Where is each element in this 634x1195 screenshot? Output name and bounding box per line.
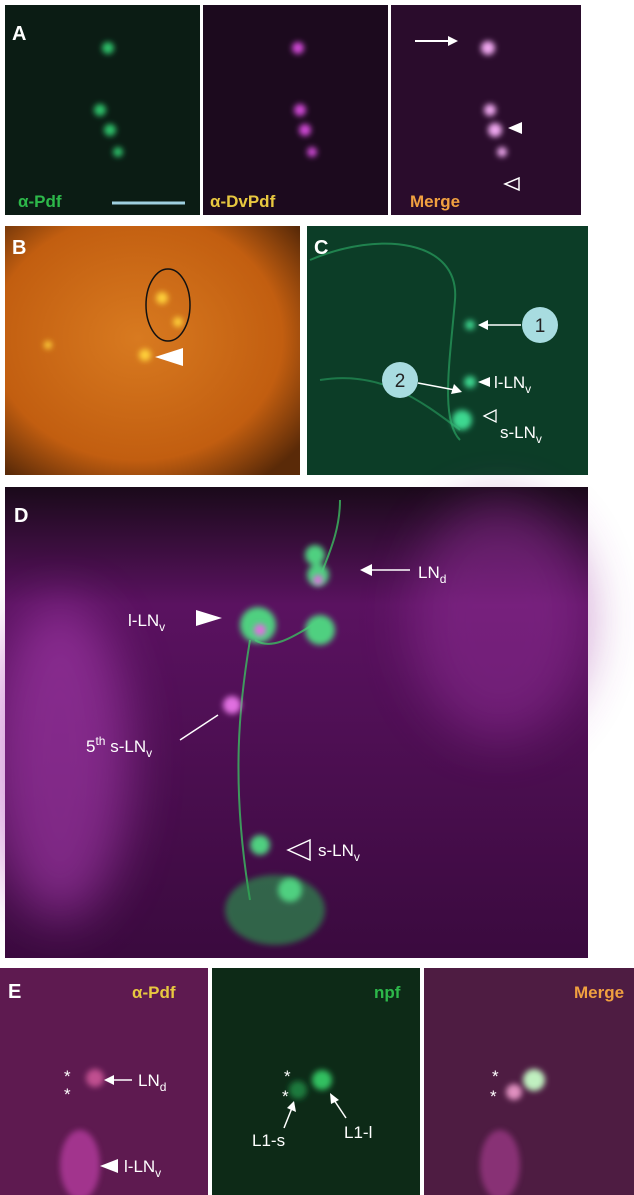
panel-label: D bbox=[14, 505, 28, 527]
asterisk: * bbox=[492, 1067, 499, 1086]
text-part: l-LN bbox=[128, 611, 159, 630]
caption: Merge bbox=[410, 192, 460, 211]
caption: α-DvPdf bbox=[210, 192, 276, 211]
text-part: v bbox=[525, 382, 531, 396]
caption: npf bbox=[374, 983, 401, 1002]
panel-b: B bbox=[5, 226, 300, 475]
panel-a: A α-Pdf α-DvPdf Merge bbox=[5, 5, 581, 215]
panel-c: 1 2 l-LNv s-LNv C bbox=[307, 226, 588, 475]
asterisk: * bbox=[490, 1087, 497, 1106]
panel-label: E bbox=[8, 981, 21, 1003]
text-part: v bbox=[536, 432, 542, 446]
text-part: LN bbox=[418, 563, 440, 582]
caption: Merge bbox=[574, 983, 624, 1002]
figure: A α-Pdf α-DvPdf Merge B 1 2 l-LNv s-LNv … bbox=[0, 0, 634, 1195]
panel-d: LNd l-LNv 5th s-LNv s-LNv D bbox=[0, 487, 590, 958]
text-part: v bbox=[159, 620, 165, 634]
text-part: l-LN bbox=[124, 1157, 155, 1176]
text-part: s-LN bbox=[318, 841, 354, 860]
text-part: s-LN bbox=[105, 737, 146, 756]
text-part: v bbox=[354, 850, 360, 864]
page: A α-Pdf α-DvPdf Merge B 1 2 l-LNv s-LNv … bbox=[0, 0, 634, 1195]
text-part: th bbox=[95, 734, 105, 748]
text-part: v bbox=[155, 1166, 161, 1180]
panel-label: C bbox=[314, 237, 328, 259]
panel-label: A bbox=[12, 23, 26, 45]
asterisk: * bbox=[64, 1085, 71, 1104]
asterisk: * bbox=[284, 1067, 291, 1086]
asterisk: * bbox=[64, 1067, 71, 1086]
annotation: L1-s bbox=[252, 1131, 285, 1150]
text-part: v bbox=[146, 746, 152, 760]
marker-label: 1 bbox=[535, 316, 546, 337]
text-part: LN bbox=[138, 1071, 160, 1090]
marker-label: 2 bbox=[395, 371, 406, 392]
text-part: d bbox=[160, 1080, 167, 1094]
text-part: l-LN bbox=[494, 373, 525, 392]
panel-label: B bbox=[12, 237, 26, 259]
annotation: L1-l bbox=[344, 1123, 372, 1142]
asterisk: * bbox=[282, 1087, 289, 1106]
panel-e: * * * * * * LNd l-LNv L1-s L1-l E α-Pdf … bbox=[0, 968, 634, 1195]
text-part: d bbox=[440, 572, 447, 586]
caption: α-Pdf bbox=[18, 192, 62, 211]
text-part: 5 bbox=[86, 737, 95, 756]
text-part: s-LN bbox=[500, 423, 536, 442]
caption: α-Pdf bbox=[132, 983, 176, 1002]
